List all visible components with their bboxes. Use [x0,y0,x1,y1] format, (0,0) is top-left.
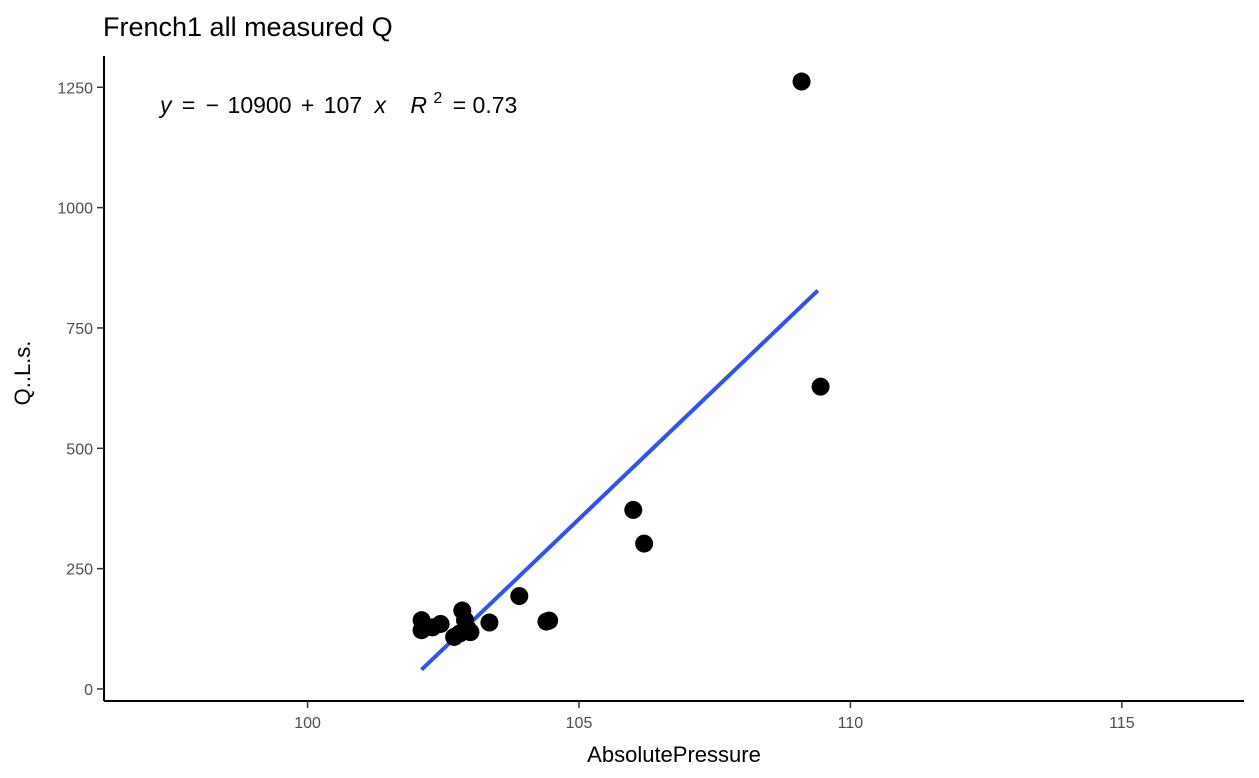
data-point [635,534,654,553]
annotation-slope: 107 [324,92,362,118]
annotation-x-var: x [374,92,388,118]
annotation-r-var: R [410,92,427,118]
data-point [480,613,499,632]
y-tick-label: 1000 [57,201,93,218]
annotation-equals: = [182,92,195,118]
data-point [624,500,643,519]
x-axis: 100 105 110 115 [104,700,1244,732]
annotation-y-var: y [158,92,173,118]
chart-title: French1 all measured Q [103,12,393,42]
data-point [811,377,830,396]
y-tick-label: 750 [66,321,93,338]
points-layer [412,72,830,646]
data-point [510,587,529,606]
y-tick-label: 1250 [57,80,93,97]
data-point [792,72,811,91]
regression-equation-annotation: y = − 10900 + 107 x R 2 = 0.73 [158,82,517,118]
annotation-intercept: 10900 [228,92,292,118]
annotation-r-value: = 0.73 [453,92,518,118]
x-tick-label: 105 [566,715,593,732]
annotation-minus: − [206,92,219,118]
y-tick-label: 500 [66,441,93,458]
x-tick-label: 100 [294,715,321,732]
x-axis-title: AbsolutePressure [587,742,761,767]
y-tick-label: 0 [84,682,93,699]
y-tick-label: 250 [66,562,93,579]
regression-line [420,288,820,672]
data-point [540,611,559,630]
fit-line-layer [420,288,820,672]
data-point [461,623,480,642]
data-point [431,614,450,633]
annotation-plus: + [301,92,314,118]
annotation-r-exponent: 2 [433,90,442,107]
y-axis: 0 250 500 750 1000 1250 [57,56,105,701]
x-tick-label: 110 [838,715,864,732]
x-tick-label: 115 [1109,715,1135,732]
y-axis-title: Q..L.s. [10,341,35,406]
